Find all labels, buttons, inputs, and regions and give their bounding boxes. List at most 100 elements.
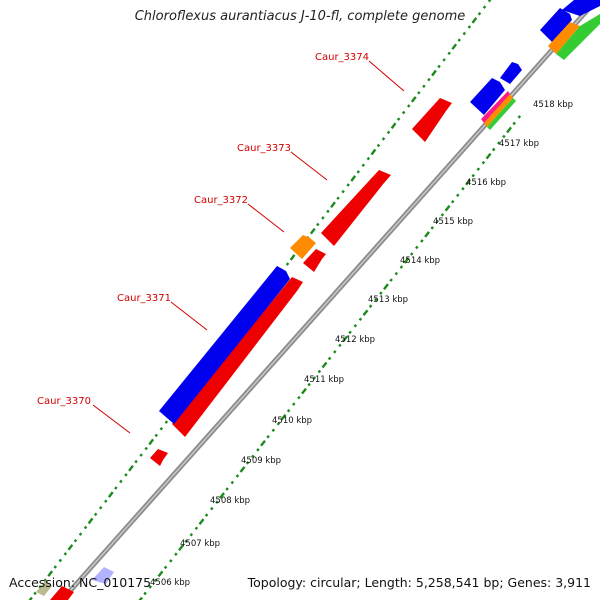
- kbp-labels: 4506 kbp 4507 kbp 4508 kbp 4509 kbp 4510…: [150, 100, 573, 588]
- tick-mark-inner: [266, 435, 270, 439]
- tick-mark-outer: [73, 538, 78, 543]
- tick-mark-outer: [467, 25, 472, 29]
- gene-label-leaders: [92, 60, 405, 434]
- other-feature-4518a[interactable]: [484, 94, 513, 127]
- gene-reverse-caur-3374[interactable]: [412, 98, 452, 142]
- tick-mark-outer: [381, 137, 386, 141]
- gene-forward-top[interactable]: [540, 8, 572, 42]
- tick-mark-outer: [63, 552, 68, 556]
- tick-mark-outer: [442, 58, 446, 62]
- tick-mark-inner: [440, 213, 445, 217]
- tick-mark-inner: [286, 408, 291, 413]
- tick-mark-outer: [356, 170, 360, 174]
- tick-mark-inner: [399, 265, 404, 269]
- gene-reverse-caur-3372b[interactable]: [303, 249, 326, 272]
- gene-forward-bottom[interactable]: [92, 567, 114, 584]
- gene-forward-caur-3371[interactable]: [159, 266, 290, 424]
- tick-mark-outer: [78, 532, 83, 536]
- tick-mark-inner: [292, 402, 296, 406]
- tick-mark-inner: [342, 335, 348, 343]
- tick-mark-inner: [235, 474, 240, 478]
- tick-mark-outer: [93, 512, 98, 517]
- tick-mark-outer: [53, 565, 57, 569]
- leader-caur-3370: [92, 404, 131, 434]
- tick-mark-inner: [476, 167, 481, 171]
- tick-mark-outer: [386, 130, 391, 135]
- tick-mark-outer: [87, 517, 94, 525]
- tick-mark-outer: [316, 222, 320, 227]
- tick-mark-outer: [346, 183, 350, 187]
- gene-reverse-caur-3370[interactable]: [150, 449, 168, 466]
- tick-mark-inner: [178, 544, 184, 552]
- tick-mark-outer: [128, 464, 134, 472]
- tick-mark-outer: [330, 201, 336, 209]
- tick-mark-inner: [143, 591, 147, 596]
- gene-forward-4518b[interactable]: [500, 62, 522, 84]
- other-feature-bottom[interactable]: [36, 580, 52, 596]
- gene-label-caur-3371[interactable]: Caur_3371: [117, 293, 171, 304]
- tick-mark-outer: [107, 491, 114, 498]
- tick-mark-inner: [260, 440, 266, 447]
- tick-mark-outer: [370, 148, 377, 156]
- tick-mark-outer: [38, 585, 42, 589]
- tick-mark-outer: [321, 216, 325, 220]
- rna-feature-top[interactable]: [548, 22, 580, 54]
- gene-reverse-caur-3371[interactable]: [172, 277, 303, 437]
- tick-mark-inner: [276, 421, 281, 426]
- gene-labels: Caur_3370 Caur_3371 Caur_3372 Caur_3373 …: [37, 52, 369, 407]
- kbp-label-4517: 4517 kbp: [499, 139, 539, 149]
- kbp-label-4509: 4509 kbp: [241, 456, 281, 466]
- tick-mark-outer: [83, 525, 88, 530]
- tick-mark-outer: [33, 591, 37, 596]
- kbp-label-4510: 4510 kbp: [272, 416, 312, 426]
- tick-mark-inner: [251, 454, 255, 459]
- rna-feature-4518[interactable]: [481, 91, 510, 123]
- tick-mark-outer: [164, 420, 169, 424]
- gene-label-caur-3373[interactable]: Caur_3373: [237, 143, 291, 154]
- tick-mark-outer: [361, 163, 366, 168]
- gene-reverse-caur-3373[interactable]: [321, 170, 391, 246]
- gene-label-caur-3372[interactable]: Caur_3372: [194, 195, 248, 206]
- tick-mark-outer: [104, 499, 108, 503]
- tick-mark-outer: [148, 438, 155, 446]
- tick-mark-inner: [169, 559, 173, 563]
- tick-mark-inner: [198, 518, 205, 525]
- tick-mark-inner: [307, 382, 311, 387]
- tick-mark-inner: [435, 219, 440, 224]
- other-feature-top[interactable]: [556, 14, 600, 60]
- other-feature-4518b[interactable]: [487, 98, 516, 130]
- tick-mark-inner: [465, 178, 471, 186]
- tick-mark-outer: [482, 5, 487, 9]
- tick-mark-inner: [461, 186, 465, 191]
- tick-mark-outer: [43, 578, 47, 582]
- gene-reverse-bottom[interactable]: [50, 586, 74, 600]
- other-features: [36, 14, 600, 596]
- tick-mark-outer: [390, 122, 397, 130]
- tick-mark-outer: [285, 262, 290, 266]
- tick-mark-inner: [502, 134, 506, 139]
- leader-caur-3372: [247, 203, 285, 233]
- rna-feature-caur-3372[interactable]: [290, 235, 316, 259]
- tick-mark-inner: [517, 115, 522, 119]
- tick-mark-outer: [422, 84, 426, 89]
- gene-label-caur-3374[interactable]: Caur_3374: [315, 52, 369, 63]
- tick-mark-outer: [477, 12, 482, 16]
- tick-mark-outer: [457, 38, 461, 42]
- tick-mark-outer: [124, 473, 128, 477]
- tick-mark-outer: [427, 77, 431, 82]
- gene-forward-4518a[interactable]: [470, 78, 505, 115]
- map-title: Chloroflexus aurantiacus J-10-fl, comple…: [134, 9, 466, 24]
- tick-mark-outer: [431, 69, 437, 77]
- topology-text: Topology: circular; Length: 5,258,541 bp…: [247, 575, 591, 590]
- tick-mark-inner: [271, 428, 276, 433]
- kbp-label-4516: 4516 kbp: [466, 178, 506, 188]
- gene-forward-top2[interactable]: [562, 0, 600, 16]
- tick-mark-inner: [358, 317, 363, 322]
- gene-label-caur-3370[interactable]: Caur_3370: [37, 396, 91, 407]
- tick-mark-inner: [256, 448, 260, 452]
- tick-mark-inner: [374, 297, 378, 302]
- tick-mark-outer: [134, 459, 138, 464]
- tick-mark-inner: [333, 350, 337, 354]
